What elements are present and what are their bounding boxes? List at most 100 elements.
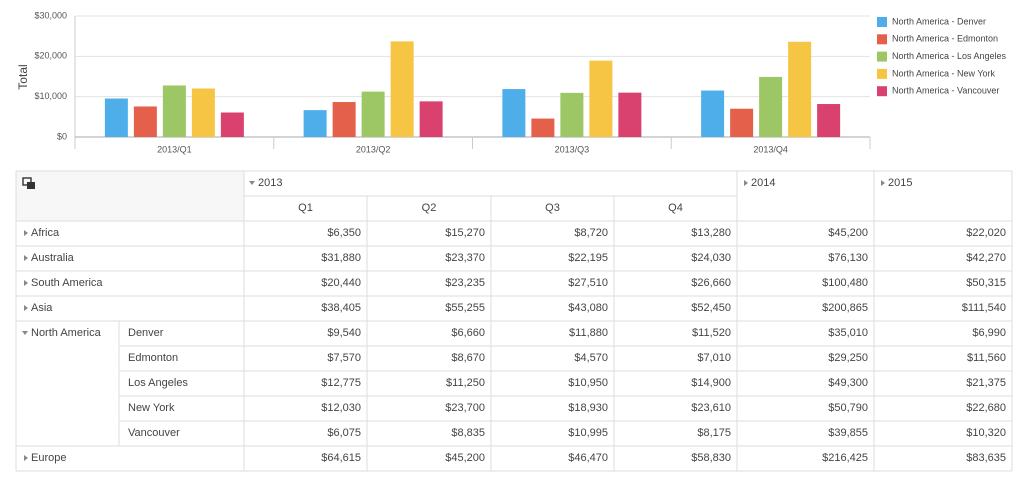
- cell-value: $11,520: [692, 327, 731, 339]
- row-subheader: New York: [128, 402, 175, 414]
- cell-value: $216,425: [822, 452, 868, 464]
- cell-value: $22,020: [966, 227, 1006, 239]
- bar[interactable]: [162, 85, 186, 137]
- cell-value: $22,680: [966, 402, 1006, 414]
- icon-part: [27, 182, 35, 189]
- legend-swatch[interactable]: [877, 17, 887, 27]
- bar[interactable]: [303, 110, 327, 137]
- legend-swatch[interactable]: [877, 68, 887, 79]
- bar[interactable]: [390, 41, 414, 137]
- cell-value: $200,865: [822, 302, 868, 314]
- cell-value: $22,195: [568, 252, 608, 264]
- bar[interactable]: [220, 112, 244, 137]
- cell-value: $10,950: [568, 377, 608, 389]
- row-header[interactable]: Africa: [31, 227, 60, 239]
- legend-label[interactable]: North America - Denver: [892, 16, 986, 26]
- bar[interactable]: [531, 118, 555, 137]
- bar[interactable]: [361, 91, 385, 137]
- legend-swatch[interactable]: [877, 51, 887, 62]
- cell-value: $42,270: [966, 252, 1006, 264]
- cell-value: $8,175: [697, 427, 731, 439]
- expand-arrow[interactable]: [24, 305, 28, 311]
- cell-value: $7,570: [327, 352, 361, 364]
- cell-value: $6,075: [327, 427, 361, 439]
- cell-value: $10,995: [568, 427, 608, 439]
- cell-value: $23,370: [445, 252, 485, 264]
- row-header[interactable]: North America: [31, 327, 102, 339]
- y-axis-title: Total: [16, 64, 30, 89]
- cell-value: $23,610: [691, 402, 731, 414]
- expand-arrow[interactable]: [24, 455, 28, 461]
- y-tick-label: $10,000: [34, 91, 67, 101]
- legend-label[interactable]: North America - Edmonton: [892, 34, 998, 44]
- row-subheader: Edmonton: [128, 352, 178, 364]
- x-tick-label: 2013/Q3: [555, 144, 590, 154]
- x-tick-label: 2013/Q1: [157, 144, 192, 154]
- y-tick-label: $0: [57, 131, 67, 141]
- cell-value: $27,510: [568, 277, 608, 289]
- bar[interactable]: [560, 92, 584, 137]
- bar[interactable]: [759, 76, 783, 137]
- bar[interactable]: [104, 98, 128, 137]
- bar[interactable]: [133, 106, 157, 137]
- bar[interactable]: [589, 60, 613, 137]
- row-header[interactable]: Asia: [31, 302, 53, 314]
- column-header[interactable]: 2015: [888, 177, 912, 189]
- cell-value: $45,200: [828, 227, 868, 239]
- collapse-arrow[interactable]: [22, 331, 28, 335]
- expand-arrow[interactable]: [24, 255, 28, 261]
- cell-value: $31,880: [321, 252, 361, 264]
- cell-value: $6,990: [972, 327, 1006, 339]
- cell-value: $11,560: [967, 352, 1006, 364]
- row-header[interactable]: South America: [31, 277, 103, 289]
- collapse-arrow[interactable]: [249, 181, 255, 185]
- bar[interactable]: [332, 102, 356, 137]
- cell-value: $7,010: [697, 352, 731, 364]
- column-header: Q4: [668, 202, 683, 214]
- bar[interactable]: [817, 104, 841, 137]
- column-header[interactable]: 2014: [751, 177, 775, 189]
- cell-value: $46,470: [568, 452, 608, 464]
- expand-arrow[interactable]: [744, 180, 748, 186]
- bar[interactable]: [788, 41, 812, 138]
- cell-value: $8,670: [451, 352, 485, 364]
- legend-label[interactable]: North America - Vancouver: [892, 86, 999, 96]
- cell-value: $8,835: [451, 427, 485, 439]
- legend-label[interactable]: North America - Los Angeles: [892, 51, 1007, 61]
- cell-value: $9,540: [327, 327, 361, 339]
- cell-value: $100,480: [822, 277, 868, 289]
- legend-label[interactable]: North America - New York: [892, 68, 996, 78]
- row-header[interactable]: Europe: [31, 452, 66, 464]
- legend-swatch[interactable]: [877, 86, 887, 97]
- y-tick-label: $20,000: [34, 51, 67, 61]
- bar[interactable]: [618, 92, 642, 137]
- legend-swatch[interactable]: [877, 34, 887, 45]
- cell-value: $38,405: [321, 302, 361, 314]
- cell-value: $58,830: [691, 452, 731, 464]
- cell-value: $29,250: [828, 352, 868, 364]
- cell-value: $10,320: [966, 427, 1006, 439]
- column-header: Q1: [298, 202, 313, 214]
- expand-arrow[interactable]: [24, 280, 28, 286]
- bar[interactable]: [502, 89, 526, 137]
- cell-value: $11,250: [446, 377, 485, 389]
- bar[interactable]: [701, 90, 725, 137]
- cell-value: $35,010: [828, 327, 868, 339]
- column-header: Q3: [545, 202, 560, 214]
- expand-arrow[interactable]: [881, 180, 885, 186]
- pivot-icon[interactable]: [22, 177, 35, 189]
- column-header: Q2: [422, 202, 437, 214]
- cell-value: $18,930: [568, 402, 608, 414]
- column-header[interactable]: 2013: [258, 177, 282, 189]
- row-subheader: Denver: [128, 327, 164, 339]
- cell-value: $45,200: [445, 452, 485, 464]
- corner-cell: [16, 171, 244, 221]
- bar[interactable]: [730, 108, 754, 137]
- bar[interactable]: [191, 88, 215, 137]
- row-header[interactable]: Australia: [31, 252, 75, 264]
- cell-value: $15,270: [445, 227, 485, 239]
- cell-value: $21,375: [966, 377, 1006, 389]
- bar[interactable]: [419, 101, 443, 137]
- y-tick-label: $30,000: [34, 10, 67, 20]
- expand-arrow[interactable]: [24, 230, 28, 236]
